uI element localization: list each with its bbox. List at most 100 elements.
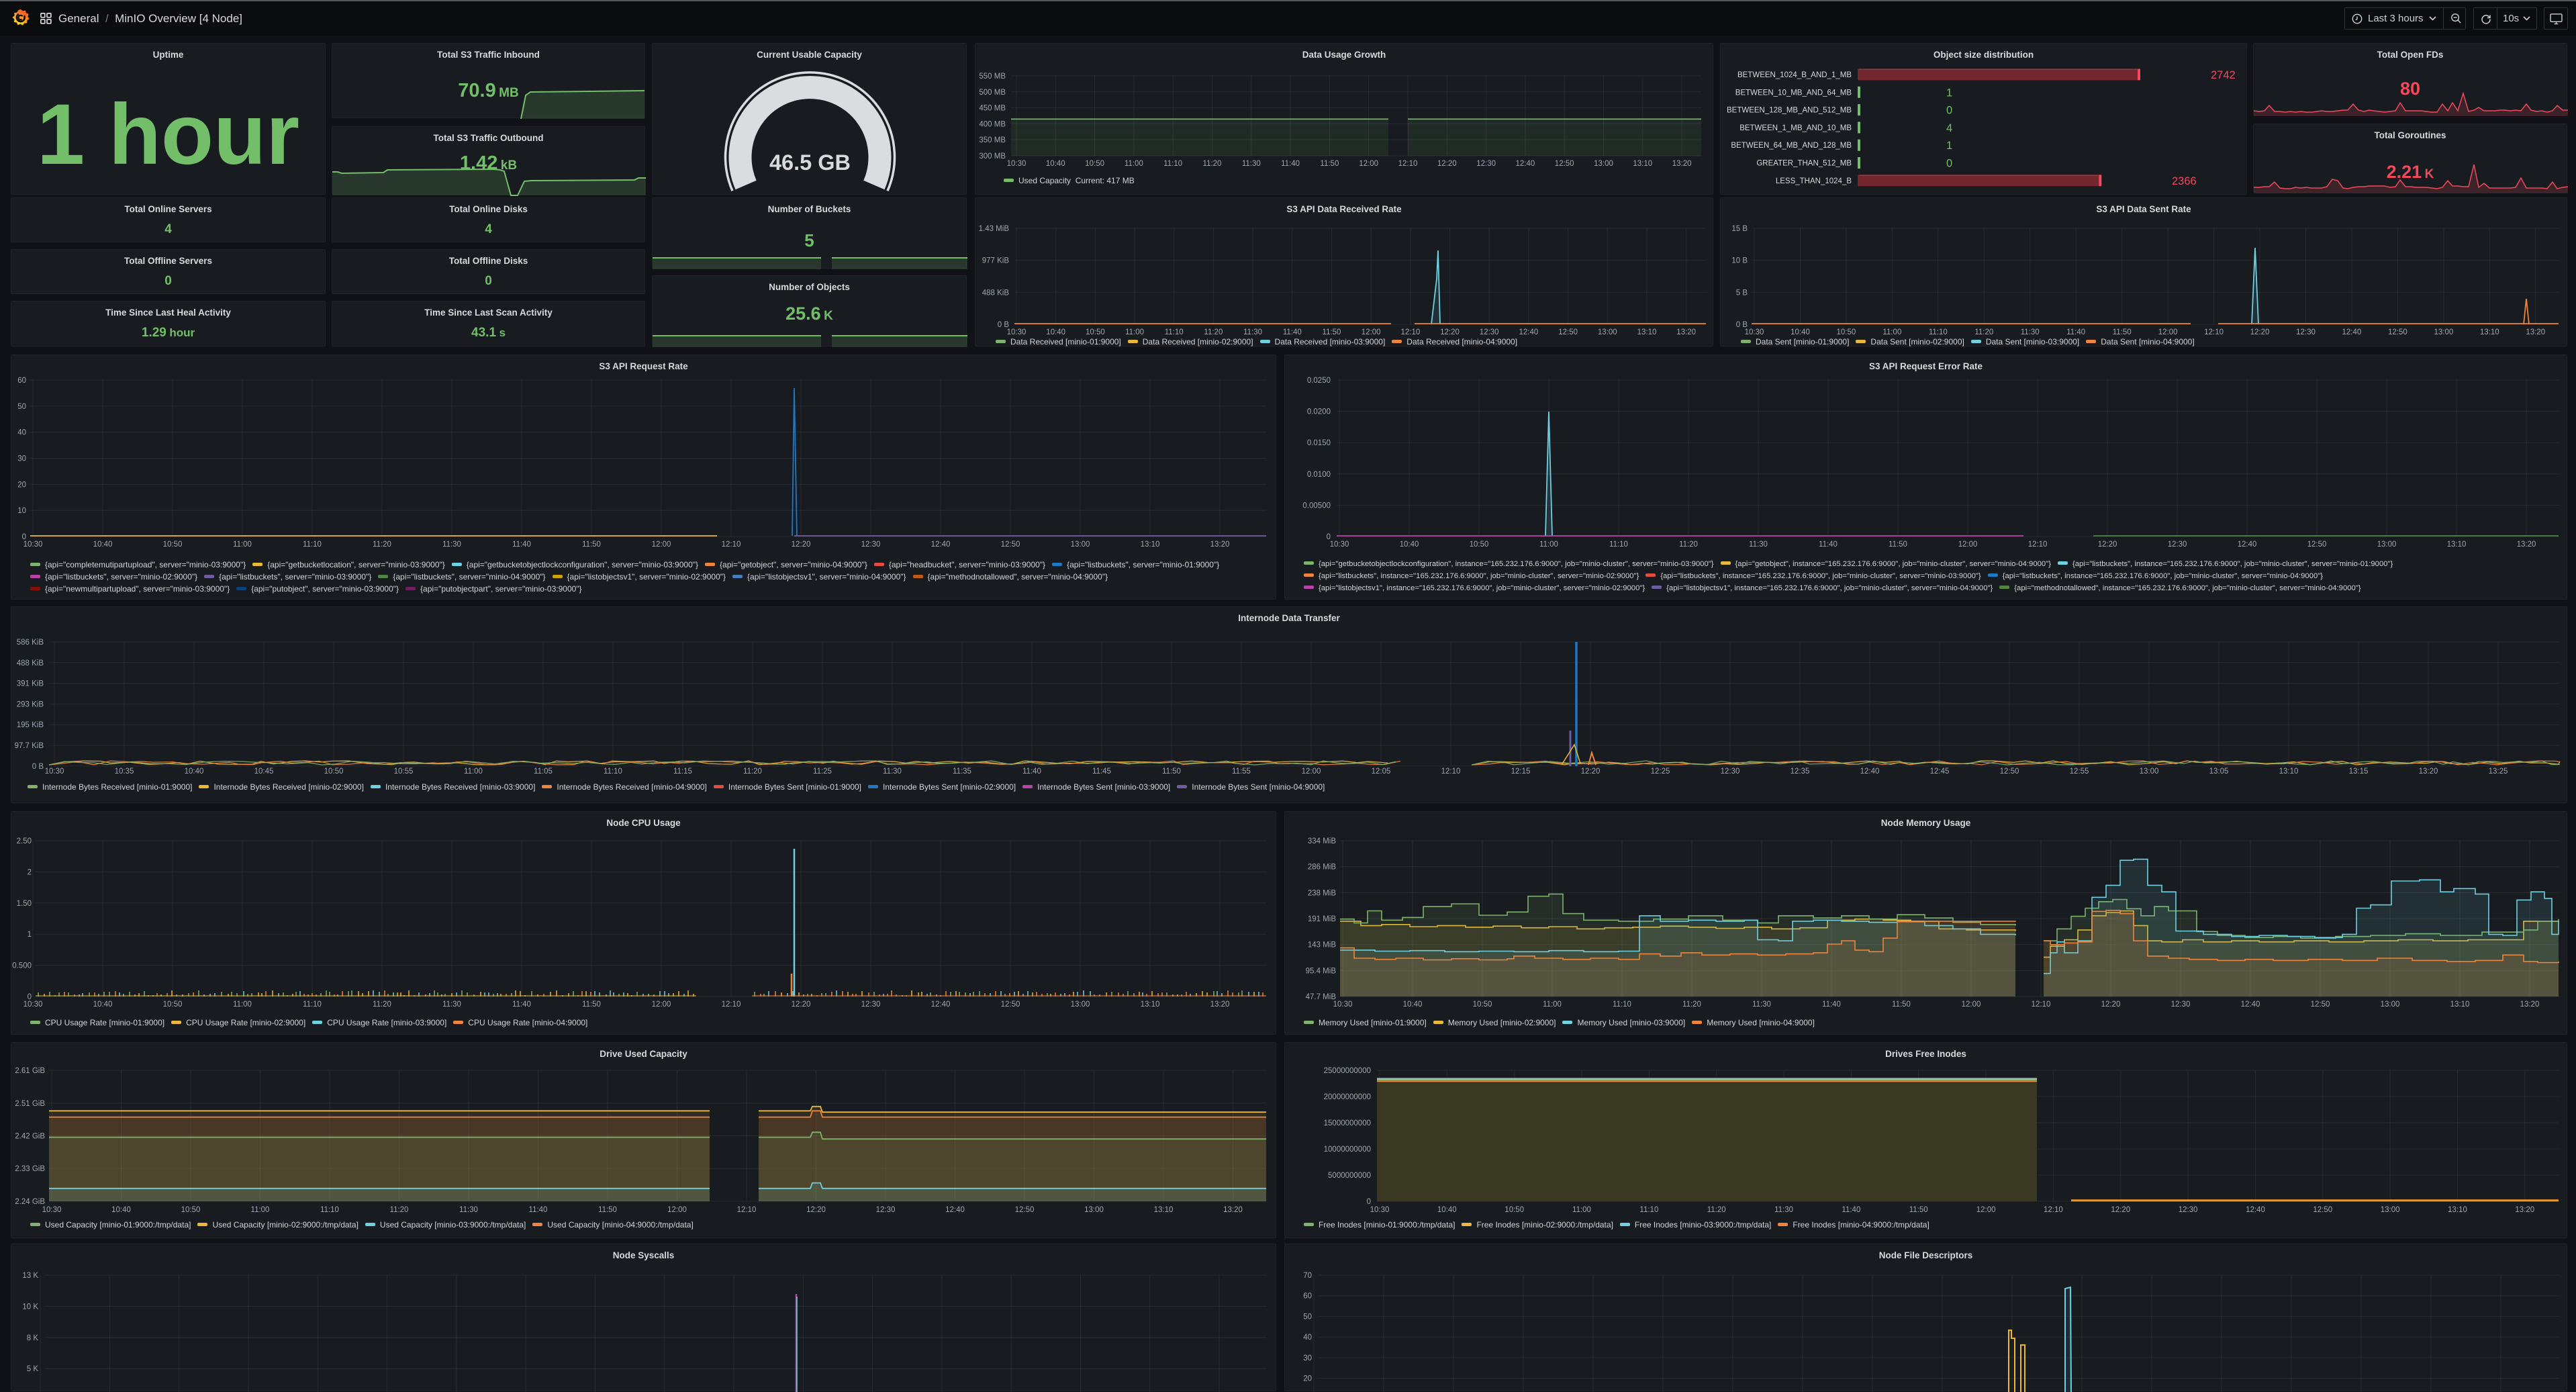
svg-text:2.33 GiB: 2.33 GiB bbox=[15, 1165, 45, 1173]
svg-text:30: 30 bbox=[17, 455, 26, 463]
svg-text:12:50: 12:50 bbox=[2307, 541, 2327, 549]
svg-text:13:20: 13:20 bbox=[1210, 1001, 1230, 1009]
svg-text:12:20: 12:20 bbox=[2111, 1206, 2130, 1214]
svg-text:10 K: 10 K bbox=[22, 1303, 38, 1311]
svg-text:11:10: 11:10 bbox=[1613, 1001, 1631, 1009]
svg-text:50: 50 bbox=[17, 403, 26, 411]
svg-text:13:00: 13:00 bbox=[2140, 768, 2159, 776]
svg-text:13:20: 13:20 bbox=[1223, 1206, 1243, 1214]
svg-text:11:05: 11:05 bbox=[534, 768, 553, 776]
svg-text:12:10: 12:10 bbox=[722, 541, 741, 549]
svg-text:0: 0 bbox=[22, 533, 26, 541]
svg-text:10:30: 10:30 bbox=[1007, 160, 1027, 168]
svg-text:8 K: 8 K bbox=[27, 1334, 39, 1342]
svg-text:12:40: 12:40 bbox=[1519, 328, 1539, 336]
svg-text:1: 1 bbox=[28, 931, 32, 939]
svg-text:12:40: 12:40 bbox=[2238, 541, 2257, 549]
svg-text:13:00: 13:00 bbox=[1594, 160, 1613, 168]
svg-text:10:40: 10:40 bbox=[93, 1001, 113, 1009]
svg-text:13:00: 13:00 bbox=[2381, 1206, 2400, 1214]
svg-text:11:40: 11:40 bbox=[512, 541, 531, 549]
svg-text:12:10: 12:10 bbox=[2028, 541, 2048, 549]
svg-text:10:30: 10:30 bbox=[1333, 1001, 1353, 1009]
svg-text:13:25: 13:25 bbox=[2489, 768, 2508, 776]
svg-text:391 KiB: 391 KiB bbox=[17, 680, 44, 688]
svg-text:70: 70 bbox=[1303, 1272, 1312, 1280]
svg-text:10:30: 10:30 bbox=[1745, 328, 1764, 336]
svg-text:13:20: 13:20 bbox=[1676, 328, 1696, 336]
svg-text:11:30: 11:30 bbox=[1774, 1206, 1793, 1214]
svg-text:12:05: 12:05 bbox=[1372, 768, 1391, 776]
svg-text:2742: 2742 bbox=[2211, 69, 2236, 81]
svg-text:2: 2 bbox=[28, 868, 32, 876]
svg-text:12:00: 12:00 bbox=[667, 1206, 687, 1214]
svg-text:12:00: 12:00 bbox=[1302, 768, 1321, 776]
svg-text:13:10: 13:10 bbox=[2447, 541, 2467, 549]
svg-text:2.42 GiB: 2.42 GiB bbox=[15, 1133, 45, 1141]
svg-text:BETWEEN_1024_B_AND_1_MB: BETWEEN_1024_B_AND_1_MB bbox=[1737, 71, 1852, 79]
svg-text:13:20: 13:20 bbox=[1210, 541, 1230, 549]
svg-text:46.5 GB: 46.5 GB bbox=[769, 150, 851, 175]
svg-text:11:40: 11:40 bbox=[1281, 160, 1300, 168]
svg-text:238 MiB: 238 MiB bbox=[1308, 889, 1337, 897]
svg-text:0.500: 0.500 bbox=[12, 962, 32, 970]
svg-text:12:20: 12:20 bbox=[792, 1001, 811, 1009]
svg-text:11:30: 11:30 bbox=[459, 1206, 478, 1214]
svg-text:25000000000: 25000000000 bbox=[1324, 1067, 1371, 1075]
svg-text:400 MB: 400 MB bbox=[979, 120, 1006, 128]
svg-text:12:10: 12:10 bbox=[1398, 160, 1418, 168]
svg-text:12:30: 12:30 bbox=[861, 1001, 881, 1009]
svg-text:300 MB: 300 MB bbox=[979, 152, 1006, 160]
svg-text:13:10: 13:10 bbox=[2450, 1001, 2470, 1009]
svg-text:11:25: 11:25 bbox=[813, 768, 832, 776]
svg-text:11:10: 11:10 bbox=[604, 768, 622, 776]
svg-text:11:10: 11:10 bbox=[303, 541, 322, 549]
svg-text:12:50: 12:50 bbox=[1558, 328, 1578, 336]
svg-text:12:50: 12:50 bbox=[1001, 1001, 1020, 1009]
svg-text:11:00: 11:00 bbox=[233, 1001, 252, 1009]
svg-text:11:00: 11:00 bbox=[251, 1206, 270, 1214]
svg-text:1: 1 bbox=[1946, 87, 1952, 99]
svg-text:1: 1 bbox=[1946, 140, 1952, 152]
svg-text:0 B: 0 B bbox=[1736, 321, 1748, 329]
svg-text:12:40: 12:40 bbox=[2246, 1206, 2265, 1214]
svg-text:10:50: 10:50 bbox=[163, 1001, 183, 1009]
svg-text:286 MiB: 286 MiB bbox=[1308, 864, 1337, 872]
svg-text:13:00: 13:00 bbox=[2381, 1001, 2400, 1009]
svg-text:12:30: 12:30 bbox=[861, 541, 881, 549]
svg-text:10:30: 10:30 bbox=[23, 541, 43, 549]
svg-text:13:00: 13:00 bbox=[2434, 328, 2454, 336]
svg-text:11:50: 11:50 bbox=[582, 1001, 601, 1009]
svg-text:11:50: 11:50 bbox=[598, 1206, 617, 1214]
svg-text:11:20: 11:20 bbox=[1974, 328, 1993, 336]
svg-text:12:20: 12:20 bbox=[2101, 1001, 2121, 1009]
svg-text:20: 20 bbox=[17, 481, 26, 489]
svg-text:11:10: 11:10 bbox=[1639, 1206, 1658, 1214]
svg-text:11:50: 11:50 bbox=[582, 541, 601, 549]
svg-text:11:50: 11:50 bbox=[1909, 1206, 1928, 1214]
svg-text:12:10: 12:10 bbox=[737, 1206, 757, 1214]
svg-text:12:30: 12:30 bbox=[2296, 328, 2316, 336]
svg-text:0: 0 bbox=[1946, 158, 1952, 170]
svg-text:12:20: 12:20 bbox=[1581, 768, 1601, 776]
svg-text:11:10: 11:10 bbox=[1609, 541, 1628, 549]
svg-text:13:10: 13:10 bbox=[2448, 1206, 2467, 1214]
svg-text:10:30: 10:30 bbox=[1330, 541, 1349, 549]
svg-text:11:50: 11:50 bbox=[1889, 541, 1907, 549]
svg-text:20: 20 bbox=[1303, 1375, 1312, 1383]
svg-text:12:25: 12:25 bbox=[1651, 768, 1670, 776]
svg-text:10:30: 10:30 bbox=[23, 1001, 43, 1009]
svg-text:10:30: 10:30 bbox=[1370, 1206, 1390, 1214]
svg-text:13:10: 13:10 bbox=[2480, 328, 2499, 336]
svg-text:12:20: 12:20 bbox=[1437, 160, 1457, 168]
svg-text:13:20: 13:20 bbox=[1672, 160, 1692, 168]
svg-text:LESS_THAN_1024_B: LESS_THAN_1024_B bbox=[1776, 177, 1852, 185]
svg-text:12:20: 12:20 bbox=[792, 541, 811, 549]
svg-text:10:50: 10:50 bbox=[324, 768, 344, 776]
svg-text:60: 60 bbox=[17, 377, 26, 385]
svg-text:12:10: 12:10 bbox=[2204, 328, 2224, 336]
svg-text:11:40: 11:40 bbox=[1822, 1001, 1841, 1009]
svg-text:13:00: 13:00 bbox=[1084, 1206, 1104, 1214]
svg-text:0: 0 bbox=[28, 993, 32, 1001]
svg-text:12:50: 12:50 bbox=[2311, 1001, 2330, 1009]
